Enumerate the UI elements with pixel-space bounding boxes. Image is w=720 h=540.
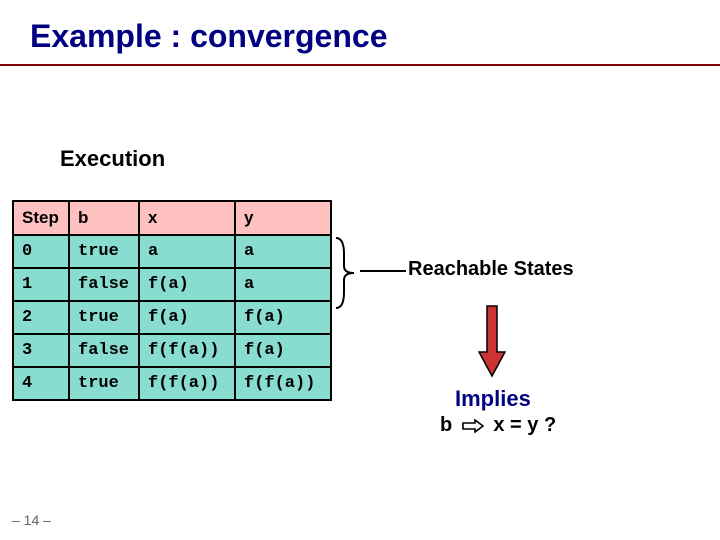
table-row: 2 true f(a) f(a) [13,301,331,334]
cell: f(a) [139,268,235,301]
cell: f(a) [139,301,235,334]
cell: a [139,235,235,268]
implies-label: Implies [455,386,531,412]
col-step: Step [13,201,69,235]
implication-formula: b x = y ? [440,414,556,439]
col-b: b [69,201,139,235]
cell: true [69,301,139,334]
cell: 1 [13,268,69,301]
table-row: 1 false f(a) a [13,268,331,301]
execution-heading: Execution [60,146,165,172]
cell: false [69,334,139,367]
formula-rhs: x = y ? [493,414,556,436]
col-x: x [139,201,235,235]
col-y: y [235,201,331,235]
cell: a [235,235,331,268]
cell: true [69,367,139,400]
execution-table: Step b x y 0 true a a 1 false f(a) a 2 t… [12,200,332,401]
cell: 2 [13,301,69,334]
reachable-states-label: Reachable States [408,258,574,281]
cell: f(f(a)) [235,367,331,400]
cell: f(f(a)) [139,367,235,400]
cell: a [235,268,331,301]
leader-line [360,270,406,272]
title-underline [0,64,720,66]
table-row: 0 true a a [13,235,331,268]
table-header-row: Step b x y [13,201,331,235]
cell: f(a) [235,334,331,367]
cell: 4 [13,367,69,400]
slide-title: Example : convergence [30,18,387,55]
double-arrow-icon [462,416,484,439]
cell: f(a) [235,301,331,334]
page-number: – 14 – [12,512,51,528]
cell: 0 [13,235,69,268]
bracket-icon [334,236,356,310]
table-row: 4 true f(f(a)) f(f(a)) [13,367,331,400]
cell: f(f(a)) [139,334,235,367]
down-arrow-icon [478,304,506,378]
table-row: 3 false f(f(a)) f(a) [13,334,331,367]
formula-lhs: b [440,414,452,436]
cell: 3 [13,334,69,367]
cell: false [69,268,139,301]
cell: true [69,235,139,268]
